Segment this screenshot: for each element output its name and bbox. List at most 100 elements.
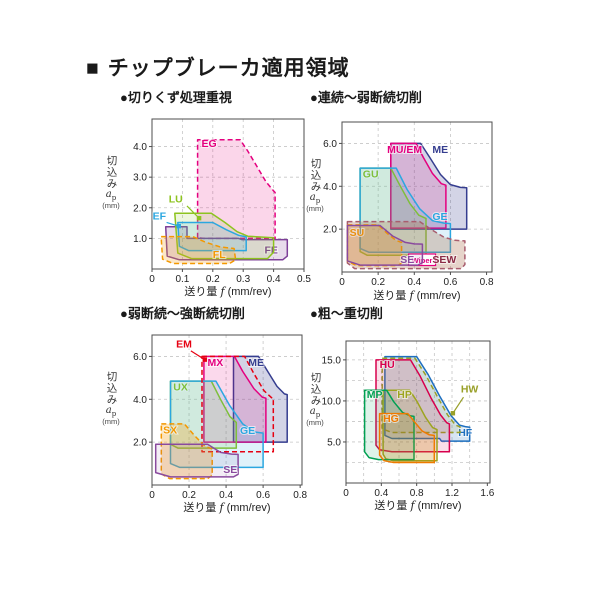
- y-tick-label: 4.0: [323, 182, 337, 193]
- region-label-su: SU: [350, 227, 365, 239]
- x-tick-label: 1.2: [445, 488, 459, 499]
- y-tick-label: 15.0: [322, 355, 342, 366]
- region-label-me: ME: [248, 357, 264, 369]
- region-se: [154, 443, 239, 478]
- region-label-mx: MX: [208, 357, 224, 369]
- region-ux: [169, 380, 238, 449]
- chart2-y-axis-label: 切込み ap (mm): [306, 158, 324, 213]
- chart3-plot: 0 0.2 0.4 0.6 0.8 2.0 4.0 6.0 ME MX UX GE EM SX SE: [133, 334, 308, 501]
- chart2-x-axis-label: 送り量 f (mm/rev): [373, 289, 461, 302]
- chart3-x-axis-label: 送り量 f (mm/rev): [183, 501, 271, 514]
- y-tick-label: 3.0: [133, 173, 147, 184]
- region-label-me: ME: [432, 144, 448, 156]
- region-label-muem: MU/EM: [387, 144, 422, 156]
- region-eg: [196, 139, 276, 240]
- region-label-fl: FL: [213, 249, 226, 261]
- x-tick-label: 0: [149, 274, 155, 285]
- region-label-hg: HG: [383, 413, 399, 425]
- x-tick-label: 0.8: [293, 490, 307, 501]
- page-title-text: チップブレーカ適用領域: [107, 57, 350, 80]
- region-label-hf: HF: [458, 427, 473, 439]
- region-label-fe: FE: [264, 245, 277, 257]
- x-tick-label: 0.3: [236, 274, 250, 285]
- x-tick-label: 0.1: [175, 274, 189, 285]
- pointer-marker-icon: [176, 223, 181, 229]
- bullet-icon: ●: [120, 306, 128, 321]
- y-tick-label: 6.0: [133, 352, 147, 363]
- x-tick-label: 0.4: [374, 488, 388, 499]
- region-label-em: EM: [176, 338, 192, 350]
- page-title: ■ チップブレーカ適用領域: [86, 52, 350, 82]
- x-tick-label: 0.8: [410, 488, 424, 499]
- pointer-marker-icon: [450, 411, 456, 416]
- region-label-hw: HW: [461, 383, 479, 395]
- region-hp: [382, 389, 438, 462]
- bullet-icon: ●: [120, 90, 128, 105]
- region-fl: [160, 235, 237, 265]
- region-label-ge: GE: [240, 425, 255, 437]
- region-ge: [359, 167, 452, 254]
- x-tick-label: 0: [343, 488, 349, 499]
- region-label-mp: MP: [367, 389, 383, 401]
- x-tick-label: 0.2: [182, 490, 196, 501]
- y-tick-label: 2.0: [133, 203, 147, 214]
- y-tick-label: 4.0: [133, 142, 147, 153]
- pointer-marker-icon: [202, 357, 207, 362]
- y-tick-label: 2.0: [323, 225, 337, 236]
- region-mp: [363, 389, 415, 461]
- chart1-x-axis-label: 送り量 f (mm/rev): [184, 285, 272, 298]
- x-tick-label: 0.2: [371, 277, 385, 288]
- bullet-icon: ●: [310, 90, 318, 105]
- region-me: [390, 142, 468, 230]
- chart3-y-axis-label: 切込み ap (mm): [102, 371, 120, 426]
- region-muem: [390, 142, 447, 229]
- y-tick-label: 6.0: [323, 139, 337, 150]
- region-label-se: SE: [400, 254, 414, 266]
- chart4-x-axis-label: 送り量 f (mm/rev): [374, 499, 462, 512]
- bullet-icon: ●: [310, 306, 318, 321]
- region-label-gu: GU: [363, 168, 379, 180]
- x-tick-label: 0.5: [297, 274, 311, 285]
- region-label-hp: HP: [397, 389, 412, 401]
- region-sx: [160, 423, 213, 480]
- pointer-marker-icon: [196, 215, 202, 221]
- region-label-ge: GE: [432, 211, 447, 223]
- region-ef: [177, 221, 247, 252]
- region-label-eg: EG: [202, 138, 217, 150]
- x-tick-label: 0: [149, 490, 155, 501]
- region-gu: [359, 167, 427, 257]
- x-tick-label: 0.6: [256, 490, 270, 501]
- region-label-lu: LU: [169, 193, 183, 205]
- region-lu: [174, 212, 275, 260]
- region-mx: [203, 355, 267, 443]
- x-tick-label: 0.4: [267, 274, 281, 285]
- region-se: [346, 224, 424, 266]
- chart1-subtitle: ●切りくず処理重視: [120, 90, 232, 105]
- x-tick-label: 0.4: [407, 277, 421, 288]
- region-label-ux: UX: [173, 381, 188, 393]
- y-tick-label: 4.0: [133, 395, 147, 406]
- x-tick-label: 0.2: [206, 274, 220, 285]
- region-hf: [384, 355, 471, 442]
- x-tick-label: 0.6: [443, 277, 457, 288]
- region-label-sew: SEW: [432, 254, 456, 266]
- chart1-y-axis-label: 切込み ap (mm): [102, 155, 120, 210]
- title-square-icon: ■: [86, 57, 100, 80]
- region-fe: [164, 226, 289, 261]
- region-hg: [378, 412, 436, 464]
- region-label-hu: HU: [380, 359, 395, 371]
- region-su: [346, 224, 403, 267]
- chart3-subtitle: ●弱断続〜強断続切削: [120, 306, 245, 321]
- x-tick-label: 0: [339, 277, 345, 288]
- y-tick-label: 5.0: [327, 437, 341, 448]
- y-tick-label: 10.0: [322, 396, 342, 407]
- y-tick-label: 2.0: [133, 438, 147, 449]
- region-label-ef: EF: [153, 210, 167, 222]
- chart2-subtitle: ●連続〜弱断続切削: [310, 90, 422, 105]
- region-label-se: SE: [223, 464, 237, 476]
- region-em: [201, 355, 275, 453]
- chart4-y-axis-label: 切込み ap (mm): [306, 372, 324, 427]
- region-ge: [169, 380, 264, 469]
